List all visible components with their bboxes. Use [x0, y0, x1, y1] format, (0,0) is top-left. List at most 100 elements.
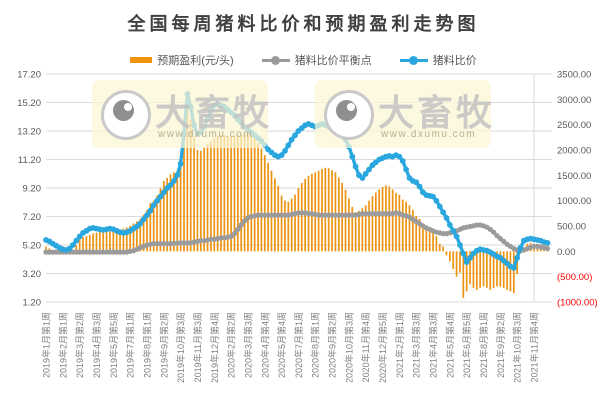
profit-bar	[99, 232, 101, 252]
profit-bar	[388, 186, 391, 252]
profit-bar	[146, 209, 148, 252]
profit-bar	[385, 185, 387, 252]
x-axis-tick-label: 2019年2月第1周	[57, 312, 68, 378]
line-marker	[235, 226, 241, 232]
profit-bar	[243, 133, 246, 252]
profit-bar	[112, 231, 115, 252]
x-axis-tick-label: 2019年10月第3周	[175, 312, 186, 383]
profit-bar	[475, 251, 478, 290]
profit-bar	[358, 210, 360, 252]
profit-bar	[499, 251, 502, 287]
line-marker	[436, 203, 443, 210]
profit-bar	[247, 133, 249, 252]
x-axis-tick-label: 2019年7月第1周	[125, 312, 136, 378]
bar-swatch-icon	[130, 57, 153, 63]
profit-bar	[102, 232, 105, 252]
legend-label: 猪料比价平衡点	[294, 55, 372, 67]
profit-bar	[411, 209, 414, 252]
x-axis-tick-label: 2020年11月第4周	[360, 312, 371, 382]
line-marker	[154, 197, 161, 204]
profit-bar	[482, 251, 485, 287]
line-marker	[282, 148, 288, 154]
profit-bar	[486, 251, 488, 288]
left-axis-tick-label: 17.20	[17, 70, 41, 81]
profit-bar	[290, 198, 293, 252]
profit-bar	[223, 135, 226, 252]
line-marker	[184, 91, 191, 97]
line-marker	[450, 227, 457, 234]
line-marker	[447, 222, 453, 228]
profit-bar	[277, 185, 280, 252]
line-marker	[70, 242, 76, 248]
profit-bar	[297, 188, 300, 252]
profit-bar	[129, 226, 131, 252]
right-axis-tick-label: 500.00	[557, 222, 586, 233]
left-axis-tick-label: 15.20	[17, 98, 41, 109]
profit-bar	[405, 201, 407, 252]
profit-bar	[250, 134, 253, 252]
profit-bar	[257, 142, 259, 252]
line-marker	[137, 220, 144, 227]
line-marker	[463, 259, 470, 265]
profit-bar	[472, 251, 475, 288]
line-marker	[514, 254, 521, 261]
profit-bar	[149, 203, 152, 252]
x-axis-tick-label: 2021年2月第1周	[394, 312, 405, 378]
profit-bar	[455, 251, 458, 277]
x-axis-tick-label: 2019年11月第3周	[192, 312, 203, 382]
x-axis-tick-label: 2020年10月第3周	[343, 312, 354, 383]
x-axis-tick-label: 2020年3月第3周	[242, 312, 253, 378]
profit-bar	[331, 170, 333, 252]
profit-bar	[159, 188, 162, 252]
profit-bar	[186, 105, 189, 252]
line-marker	[544, 246, 551, 252]
profit-bar	[216, 135, 219, 252]
line-marker	[147, 207, 154, 214]
left-axis-tick-label: 5.20	[23, 241, 42, 252]
profit-bar	[489, 251, 492, 290]
line-marker	[430, 193, 436, 200]
line-marker	[457, 242, 463, 248]
profit-bar	[240, 134, 243, 252]
right-axis-tick-label: (500.00)	[557, 272, 592, 283]
profit-bar	[351, 207, 354, 252]
x-axis-tick-label: 2021年6月第5周	[461, 312, 472, 378]
left-axis-tick-label: 11.20	[18, 155, 41, 166]
profit-bar	[193, 137, 195, 252]
line-marker	[346, 143, 352, 150]
profit-bar	[152, 200, 155, 252]
x-axis-tick-label: 2021年4月第3周	[428, 312, 439, 378]
right-axis-tick-label: 1500.00	[557, 171, 591, 182]
profit-bar	[95, 232, 98, 252]
legend-label: 预期盈利(元/头)	[157, 55, 234, 67]
profit-bar	[371, 196, 374, 252]
line-marker	[349, 153, 356, 160]
legend-item-price-ratio: 猪料比价	[399, 52, 477, 68]
profit-bar	[109, 231, 111, 252]
line-marker	[144, 212, 150, 219]
x-axis-tick-label: 2021年11月第4周	[529, 312, 540, 382]
left-axis-tick-label: 1.20	[23, 298, 42, 309]
profit-bar	[270, 170, 273, 252]
line-marker	[510, 264, 517, 271]
profit-bar	[82, 237, 84, 252]
line-marker	[440, 209, 446, 216]
right-axis-tick-label: 2000.00	[557, 146, 591, 157]
price-ratio-line	[45, 92, 548, 270]
x-axis-tick-label: 2019年4月第3周	[91, 312, 102, 378]
line-marker	[517, 244, 524, 251]
line-marker	[491, 229, 497, 235]
profit-bar	[398, 194, 401, 252]
line-marker	[467, 254, 473, 261]
line-marker	[453, 233, 460, 240]
profit-bar	[284, 200, 286, 252]
profit-bar	[368, 200, 370, 252]
line-marker	[362, 170, 369, 177]
line-marker	[150, 202, 157, 209]
profit-bar	[334, 172, 337, 252]
x-axis-tick-label: 2020年8月第1周	[310, 312, 321, 378]
profit-bar	[465, 251, 468, 292]
profit-bar	[233, 135, 236, 252]
line-marker	[167, 182, 174, 189]
profit-bar	[92, 233, 94, 252]
